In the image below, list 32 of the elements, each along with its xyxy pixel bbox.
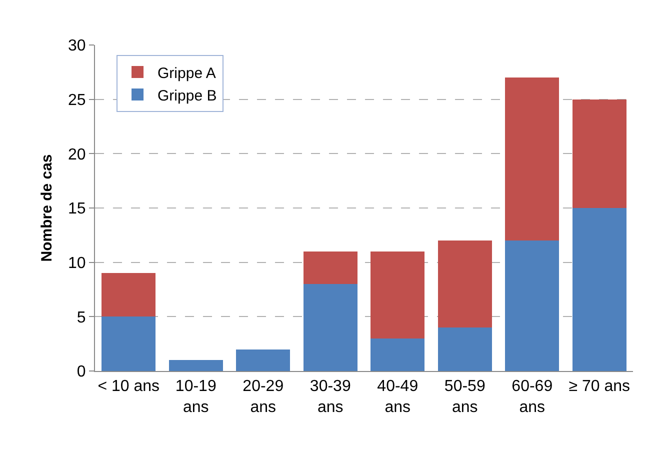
x-tick-label: < 10 ans — [98, 378, 160, 396]
y-tick-label: 15 — [68, 200, 86, 218]
bar — [102, 316, 156, 371]
y-tick-label: 0 — [76, 364, 86, 381]
bar — [505, 240, 560, 371]
bar — [370, 338, 425, 371]
legend-label: Grippe A — [158, 64, 216, 82]
y-tick-label: 10 — [68, 254, 86, 272]
bar — [236, 349, 290, 371]
bar — [370, 251, 425, 338]
x-tick-label: 60-69 ans — [512, 378, 553, 416]
y-tick-label: 25 — [68, 92, 86, 109]
x-tick-label: ≥ 70 ans — [568, 378, 630, 396]
bar — [303, 251, 358, 284]
bar — [505, 78, 560, 241]
bar — [102, 273, 156, 317]
x-tick-label: 30-39 ans — [310, 378, 351, 416]
y-tick-label: 30 — [68, 38, 86, 55]
x-tick-label: 10-19 ans — [175, 378, 216, 416]
x-tick-label: 50-59 ans — [444, 378, 486, 416]
x-tick-label: 40-49 ans — [377, 378, 418, 416]
bar — [303, 284, 358, 371]
bar — [572, 208, 626, 371]
y-axis-title: Nombre de cas — [38, 154, 56, 262]
bar — [572, 99, 626, 208]
bar — [438, 240, 492, 328]
bar — [168, 360, 223, 371]
y-tick-label: 5 — [76, 309, 86, 326]
legend-label: Grippe B — [158, 87, 217, 104]
x-tick-label: 20-29 ans — [242, 378, 284, 416]
bar — [438, 328, 492, 371]
y-tick-label: 20 — [68, 146, 86, 164]
